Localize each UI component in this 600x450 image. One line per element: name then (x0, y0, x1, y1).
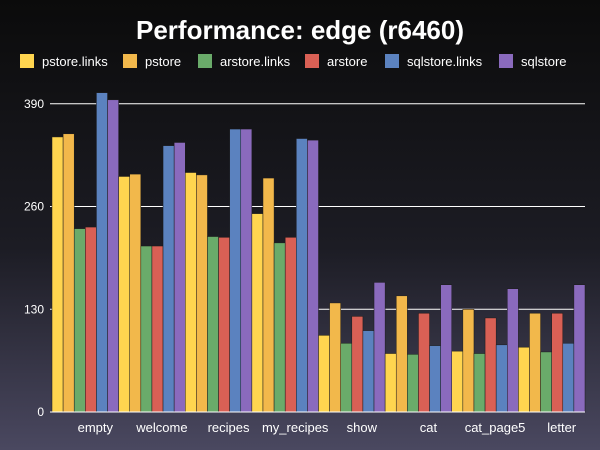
legend-swatch (305, 54, 319, 68)
bar-group-cat (384, 284, 453, 413)
legend-swatch (20, 54, 34, 68)
bar-pstore-links-welcome (118, 176, 130, 413)
bar-pstore-links-letter (518, 346, 530, 413)
x-tick-label: welcome (135, 420, 187, 435)
bar-group-letter (518, 284, 586, 413)
bar-arstore-my-recipes (284, 237, 297, 413)
legend-item-arstore: arstore (305, 54, 367, 69)
bar-arstore-cat-page5 (484, 317, 497, 413)
bar-sqlstore-show (373, 282, 386, 413)
y-tick-label: 390 (24, 97, 44, 111)
bar-group-recipes (185, 128, 253, 413)
y-tick-label: 0 (37, 405, 44, 419)
bar-arstore-links-recipes (207, 236, 219, 413)
bar-sqlstore-links-empty (96, 92, 108, 413)
bar-group-cat-page5 (451, 288, 519, 413)
legend-label: arstore.links (220, 54, 291, 69)
bar-sqlstore-cat-page5 (507, 288, 519, 413)
bar-group-my-recipes (251, 138, 319, 413)
bar-sqlstore-links-recipes (229, 128, 242, 413)
legend-label: sqlstore (521, 54, 567, 69)
bar-sqlstore-links-my-recipes (296, 138, 308, 413)
bar-arstore-recipes (218, 237, 230, 413)
bar-arstore-cat (418, 312, 430, 413)
legend-item-pstore-links: pstore.links (20, 54, 108, 69)
bar-sqlstore-letter (573, 284, 586, 413)
bar-pstore-links-my-recipes (251, 213, 264, 413)
legend-swatch (385, 54, 399, 68)
bar-pstore-cat (395, 295, 408, 413)
bar-arstore-letter (551, 312, 564, 413)
bar-sqlstore-recipes (240, 128, 253, 413)
bar-pstore-show (329, 302, 341, 413)
bar-arstore-links-empty (73, 228, 86, 413)
legend-label: sqlstore.links (407, 54, 483, 69)
bar-arstore-links-show (340, 342, 353, 413)
bar-arstore-welcome (151, 245, 164, 413)
bar-pstore-letter (529, 312, 541, 413)
legend-label: pstore (145, 54, 181, 69)
bar-pstore-welcome (129, 173, 142, 413)
bar-pstore-links-cat (384, 353, 397, 413)
legend-label: pstore.links (42, 54, 108, 69)
bar-sqlstore-links-show (362, 330, 375, 413)
bar-arstore-links-welcome (140, 245, 153, 413)
x-tick-label: cat_page5 (465, 420, 526, 435)
bar-sqlstore-my-recipes (307, 139, 319, 413)
bar-sqlstore-welcome (173, 142, 186, 413)
bar-pstore-cat-page5 (462, 309, 475, 413)
x-tick-label: recipes (208, 420, 250, 435)
bar-sqlstore-cat (440, 284, 453, 413)
bar-arstore-links-letter (540, 351, 552, 413)
bar-arstore-links-my-recipes (273, 242, 286, 413)
legend-item-sqlstore-links: sqlstore.links (385, 54, 483, 69)
bars (51, 92, 586, 413)
bar-arstore-links-cat (407, 354, 419, 413)
bar-pstore-links-recipes (185, 172, 197, 413)
bar-arstore-show (351, 316, 364, 413)
x-axis-categories: empty welcome recipes my_recipes show cat cat_… (78, 420, 577, 435)
bar-pstore-links-empty (51, 136, 64, 413)
x-tick-label: cat (420, 420, 438, 435)
bar-sqlstore-links-cat (429, 345, 441, 413)
bar-group-welcome (118, 142, 186, 413)
bar-pstore-my-recipes (262, 177, 275, 413)
x-tick-label: show (347, 420, 378, 435)
bar-arstore-links-cat-page5 (473, 353, 486, 413)
bar-group-show (318, 282, 386, 413)
legend-item-sqlstore: sqlstore (499, 54, 567, 69)
y-tick-label: 260 (24, 200, 44, 214)
bar-pstore-links-show (318, 335, 330, 413)
chart-title: Performance: edge (r6460) (136, 15, 464, 45)
bar-sqlstore-links-welcome (162, 145, 175, 413)
legend-swatch (499, 54, 513, 68)
bar-pstore-links-cat-page5 (451, 350, 464, 413)
legend-swatch (123, 54, 137, 68)
x-tick-label: empty (78, 420, 114, 435)
legend: pstore.links pstore arstore.links arstore sq… (20, 54, 567, 69)
bar-pstore-recipes (196, 174, 208, 413)
x-tick-label: my_recipes (262, 420, 329, 435)
y-tick-label: 130 (24, 302, 44, 316)
bar-arstore-empty (85, 226, 97, 413)
bar-sqlstore-links-letter (562, 342, 575, 413)
bar-sqlstore-links-cat-page5 (495, 344, 508, 413)
bar-pstore-empty (62, 133, 75, 413)
x-tick-label: letter (547, 420, 577, 435)
legend-swatch (198, 54, 212, 68)
legend-label: arstore (327, 54, 367, 69)
legend-item-arstore-links: arstore.links (198, 54, 291, 69)
bar-group-empty (51, 92, 119, 413)
bar-sqlstore-empty (107, 99, 119, 413)
y-axis-ticks: 0 130 260 390 (24, 97, 44, 419)
legend-item-pstore: pstore (123, 54, 181, 69)
